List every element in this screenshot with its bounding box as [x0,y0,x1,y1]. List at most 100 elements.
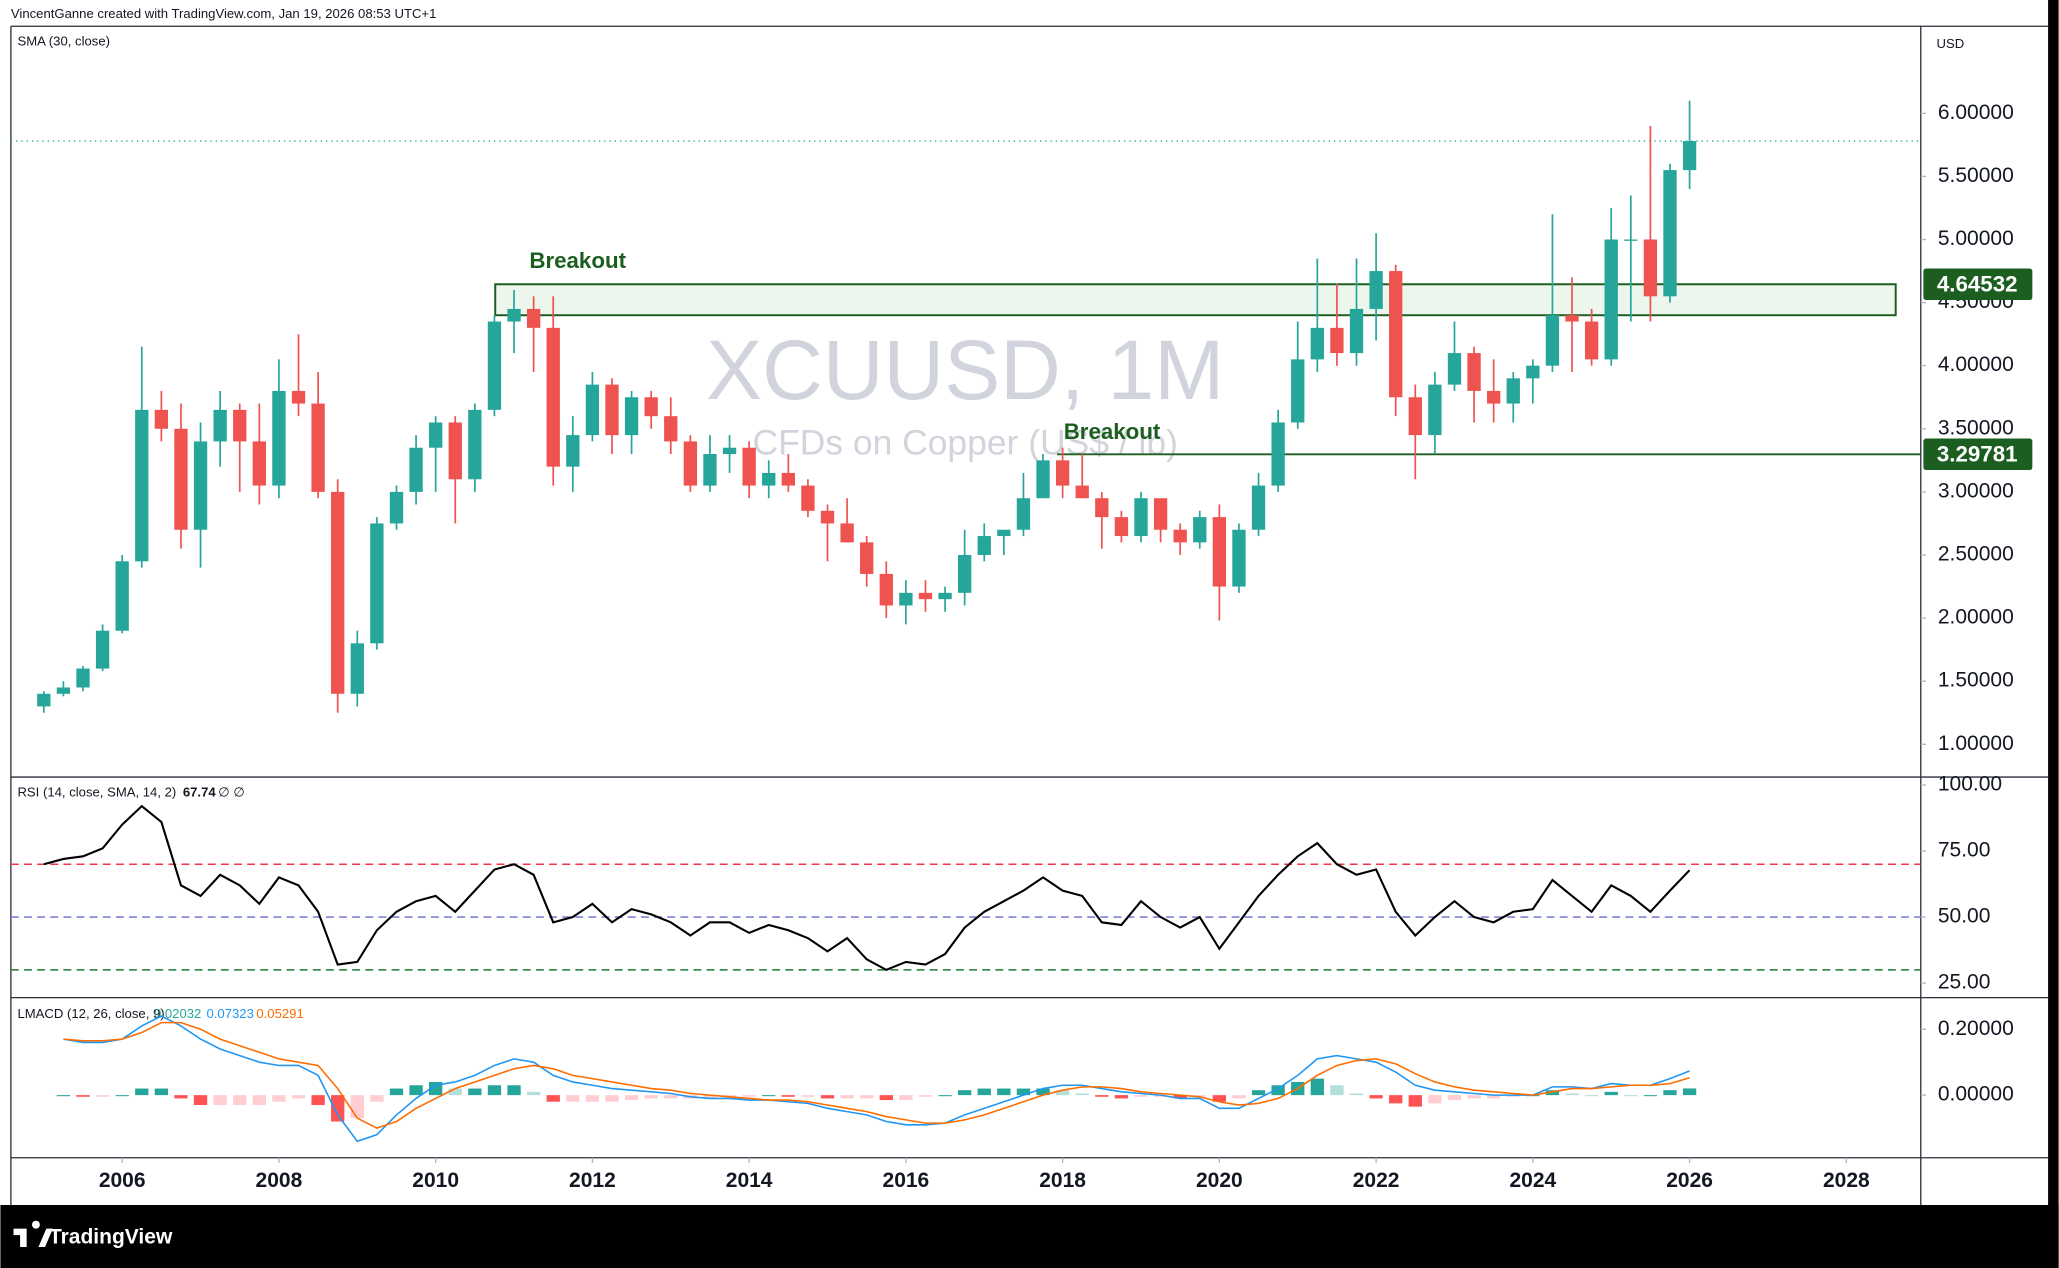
y-tick-label: 5.00000 [1938,227,2014,250]
candle-body [389,491,404,524]
macd-histogram-bar [624,1095,639,1101]
macd-histogram-bar [1349,1093,1364,1096]
y-tick-label: 75.00 [1938,839,1991,862]
x-tick-label: 2014 [726,1169,773,1192]
candle-body [899,592,913,606]
macd-line [63,1015,1690,1143]
macd-histogram-bar [781,1095,795,1097]
macd-histogram-bar [762,1095,776,1097]
macd-histogram-bar [1467,1095,1481,1099]
candle-body [1193,517,1207,543]
x-tick-label: 2026 [1666,1169,1713,1192]
macd-histogram-bar [977,1088,991,1096]
price-label-box [1923,438,2033,471]
macd-value: 0.07323 [206,1006,253,1021]
macd-histogram-bar [879,1095,893,1101]
price-label: 3.29781 [1937,442,2018,467]
macd-histogram-bar [76,1095,90,1097]
candle-body [1271,422,1285,486]
candle-body [272,390,286,486]
macd-histogram-bar [1506,1095,1520,1097]
macd-histogram-bar [95,1095,110,1097]
candle-body [135,409,149,562]
candle-body [879,573,893,606]
x-tick-label: 2024 [1509,1169,1556,1192]
candle-body [683,441,698,486]
macd-histogram-bar [350,1095,364,1119]
y-tick-label: 0.20000 [1938,1017,2014,1040]
macd-legend: LMACD (12, 26, close, 9) [17,1006,164,1021]
macd-histogram-bar [389,1088,404,1096]
candle-body [1173,529,1187,543]
candle-body [1212,517,1227,587]
candle-body [1643,239,1658,297]
macd-histogram-bar [409,1085,423,1096]
macd-histogram-bar [1271,1085,1285,1096]
macd-signal-value: 0.05291 [256,1006,303,1021]
candle-body [1055,460,1070,486]
candle-body [624,397,639,436]
macd-histogram-bar [1330,1085,1344,1096]
macd-histogram-bar [1016,1088,1031,1096]
candle-body [233,409,247,442]
x-tick-label: 2022 [1353,1169,1400,1192]
macd-histogram-bar [487,1085,502,1096]
y-tick-label: 3.50000 [1938,416,2014,439]
macd-histogram-bar [1310,1078,1324,1096]
y-tick-label: 3.00000 [1938,479,2014,502]
candle-body [1114,517,1129,537]
candle-body [781,472,795,486]
watermark-symbol: XCUUSD, 1M [706,323,1224,417]
price-label-box [1923,268,2033,301]
macd-histogram-bar [468,1088,482,1096]
candle-body [1486,390,1501,404]
macd-histogram-bar [272,1095,286,1102]
x-tick-label: 2008 [256,1169,303,1192]
macd-histogram-bar [1682,1088,1697,1096]
candle-body [213,409,227,442]
macd-histogram-bar [233,1095,247,1106]
candle-body [997,529,1011,537]
candle-body [1584,321,1599,360]
macd-histogram-bar [448,1088,462,1096]
macd-histogram-bar [742,1095,756,1097]
candle-body [311,403,325,492]
macd-histogram-bar [585,1095,600,1102]
candle-body [1036,460,1050,499]
macd-histogram-bar [1036,1088,1050,1096]
macd-histogram-bar [174,1095,188,1099]
logo [13,1220,53,1247]
y-tick-label: 1.50000 [1938,669,2014,692]
macd-histogram-bar [213,1095,227,1106]
macd-histogram-bar [605,1095,619,1102]
right-border [2048,0,2059,1268]
candle-body [1526,365,1540,379]
y-tick-label: 6.00000 [1938,101,2014,124]
macd-histogram-bar [664,1095,678,1099]
macd-histogram-bar [1075,1093,1089,1096]
macd-histogram-bar [115,1095,129,1097]
macd-histogram-bar [526,1091,541,1096]
macd-histogram-bar [1173,1095,1187,1099]
x-tick-label: 2028 [1823,1169,1870,1192]
candle-body [1447,353,1462,385]
macd-histogram-bar [56,1095,71,1097]
candle-body [742,447,756,486]
macd-histogram-bar [997,1088,1011,1096]
candle-body [1291,359,1305,423]
macd-histogram-bar [193,1095,208,1106]
candle-body [468,409,482,480]
macd-line [63,1021,1690,1129]
macd-histogram-bar [1153,1095,1168,1097]
macd-histogram-bar [918,1095,933,1097]
candle-body [1389,271,1403,398]
candle-body [1624,239,1638,241]
macd-histogram-bar [370,1095,384,1102]
candle-body [370,523,384,644]
candle-body [566,435,580,467]
macd-hist-value: 0.02032 [154,1006,201,1021]
candle-body [546,327,560,467]
